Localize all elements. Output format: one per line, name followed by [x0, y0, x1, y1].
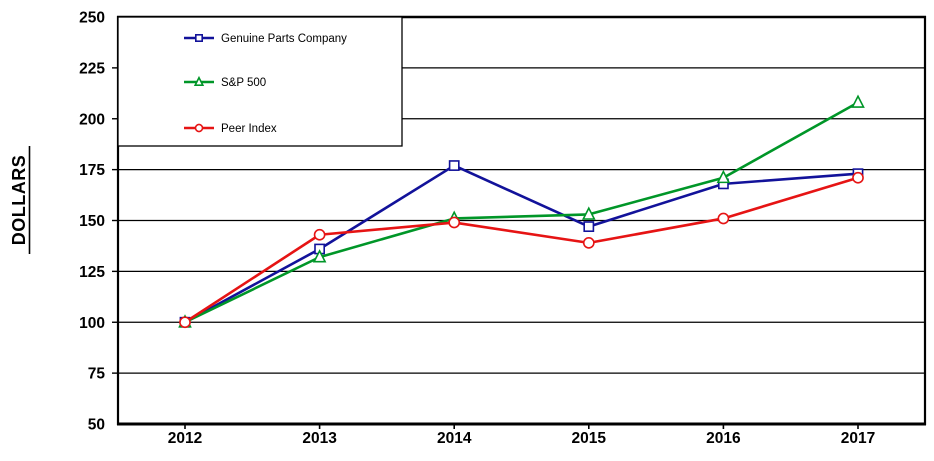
x-axis-tick-label: 2013: [302, 430, 337, 447]
y-axis-tick-label: 150: [79, 213, 105, 230]
marker-s-p-500-2017: [851, 94, 865, 108]
legend-marker-genuine-parts-company: [195, 33, 204, 42]
y-axis-title-group: DOLLARS: [9, 146, 31, 254]
y-axis-tick-label: 100: [79, 315, 105, 332]
y-axis-tick-label: 125: [79, 264, 105, 281]
y-axis-tick-label: 175: [79, 162, 105, 179]
marker-peer-index-2013: [313, 228, 326, 241]
legend-box: [117, 16, 403, 147]
legend-label-s-p-500: S&P 500: [221, 77, 266, 89]
y-axis-tick-label: 225: [79, 60, 105, 77]
marker-peer-index-2014: [448, 216, 461, 229]
marker-peer-index-2015: [582, 237, 595, 249]
series-line-peer-index: [183, 176, 860, 324]
legend-label-peer-index: Peer Index: [221, 123, 277, 135]
marker-s-p-500-2013: [312, 249, 327, 263]
axis-labels: 50 75 100 125 150 175 200 225 250 2012 2013 2014 201…: [9, 10, 875, 448]
legend-item-genuine-parts-company: Genuine Parts Company: [184, 33, 347, 45]
x-axis-tick-label: 2017: [841, 430, 875, 447]
legend-label-genuine-parts-company: Genuine Parts Company: [221, 33, 347, 45]
marker-peer-index-2016: [717, 212, 730, 225]
x-axis-tick-label: 2012: [168, 430, 202, 447]
marker-peer-index-2017: [852, 171, 864, 184]
x-axis-tick-label: 2016: [706, 430, 741, 447]
y-axis-tick-label: 250: [79, 10, 105, 27]
data-series: [178, 94, 865, 329]
legend-marker-peer-index: [194, 123, 204, 133]
legend: Genuine Parts Company S&P 500 Peer Index: [117, 16, 403, 147]
y-axis-tick-label: 75: [88, 366, 106, 383]
legend-item-s-p-500: S&P 500: [184, 75, 266, 89]
series-line-genuine-parts-company: [183, 164, 860, 324]
x-axis-tick-label: 2014: [437, 430, 472, 447]
marker-genuine-parts-company-2015: [583, 221, 595, 233]
marker-genuine-parts-company-2014: [448, 160, 460, 171]
y-axis-tick-label: 200: [79, 111, 105, 128]
series-line-s-p-500: [183, 101, 860, 324]
axis-ticks: [112, 67, 859, 429]
marker-peer-index-2012: [179, 316, 191, 329]
marker-s-p-500-2016: [716, 169, 731, 184]
x-axis-tick-label: 2015: [572, 430, 607, 447]
legend-marker-s-p-500: [193, 75, 205, 86]
y-axis-title: DOLLARS: [9, 155, 29, 246]
y-axis-tick-label: 50: [88, 417, 105, 434]
legend-item-peer-index: Peer Index: [184, 123, 277, 135]
marker-s-p-500-2015: [581, 206, 596, 220]
